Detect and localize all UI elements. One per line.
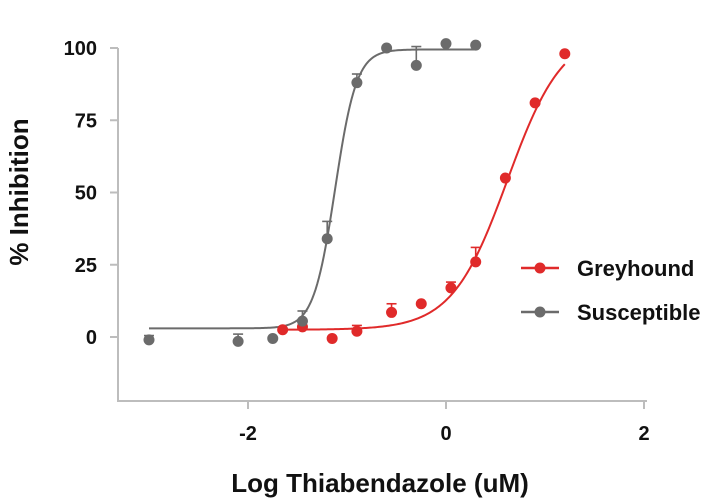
y-tick-label: 50 bbox=[75, 183, 97, 205]
y-tick-label: 0 bbox=[86, 327, 97, 349]
legend-label-susceptible: Susceptible bbox=[577, 300, 700, 325]
x-tick-label: 2 bbox=[638, 423, 649, 445]
x-tick-label: -2 bbox=[239, 423, 257, 445]
x-ticks: -2 0 2 bbox=[239, 401, 650, 445]
legend-marker-susceptible bbox=[534, 306, 546, 318]
axes bbox=[117, 48, 647, 402]
legend-label-greyhound: Greyhound bbox=[577, 256, 694, 281]
data-point-susceptible bbox=[410, 59, 422, 71]
data-point-greyhound bbox=[277, 324, 289, 336]
data-point-greyhound bbox=[499, 172, 511, 184]
data-point-susceptible bbox=[440, 38, 452, 50]
data-point-susceptible bbox=[470, 39, 482, 51]
legend-item-greyhound: Greyhound bbox=[521, 256, 694, 281]
data-point-greyhound bbox=[351, 325, 363, 337]
fit-curve-susceptible bbox=[149, 48, 476, 330]
y-tick-label: 100 bbox=[64, 38, 97, 60]
y-axis-title: % Inhibition bbox=[4, 118, 34, 265]
y-tick-label: 25 bbox=[75, 255, 97, 277]
data-point-greyhound bbox=[326, 332, 338, 344]
legend-marker-greyhound bbox=[534, 262, 546, 274]
data-point-susceptible bbox=[232, 335, 244, 347]
legend-item-susceptible: Susceptible bbox=[521, 300, 700, 325]
data-points bbox=[143, 38, 571, 347]
data-point-susceptible bbox=[267, 332, 279, 344]
data-point-greyhound bbox=[470, 256, 482, 268]
data-point-greyhound bbox=[386, 306, 398, 318]
data-point-susceptible bbox=[143, 334, 155, 346]
data-point-greyhound bbox=[415, 298, 427, 310]
fit-curves bbox=[149, 48, 566, 331]
data-point-greyhound bbox=[529, 97, 541, 109]
x-tick-label: 0 bbox=[440, 423, 451, 445]
data-point-susceptible bbox=[381, 42, 393, 54]
fit-curve-greyhound bbox=[282, 63, 566, 331]
y-ticks: 0 25 50 75 100 bbox=[64, 38, 118, 349]
data-point-susceptible bbox=[321, 233, 333, 245]
data-point-susceptible bbox=[296, 315, 308, 327]
data-point-greyhound bbox=[445, 282, 457, 294]
x-axis-title: Log Thiabendazole (uM) bbox=[231, 468, 529, 498]
data-point-susceptible bbox=[351, 77, 363, 89]
data-point-greyhound bbox=[559, 48, 571, 60]
y-tick-label: 75 bbox=[75, 110, 97, 132]
legend: Greyhound Susceptible bbox=[521, 256, 700, 325]
